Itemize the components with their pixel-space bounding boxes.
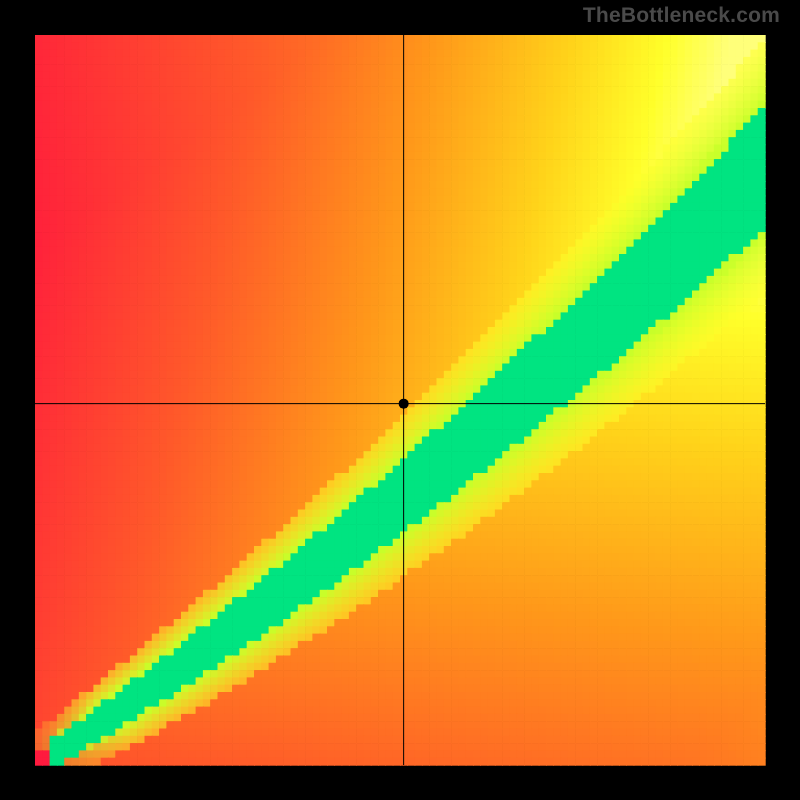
bottleneck-heatmap — [0, 0, 800, 800]
chart-container: { "watermark": { "text": "TheBottleneck.… — [0, 0, 800, 800]
watermark-text: TheBottleneck.com — [583, 4, 780, 28]
